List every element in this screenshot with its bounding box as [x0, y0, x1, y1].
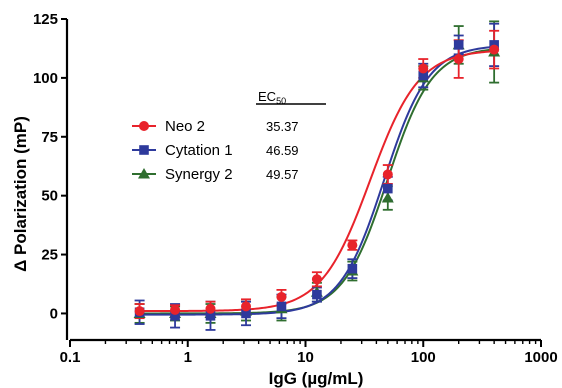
legend-label: Neo 2: [165, 118, 205, 135]
legend-marker: [138, 168, 150, 179]
legend-label: Synergy 2: [165, 166, 233, 183]
x-tick-label: 0.1: [60, 349, 81, 366]
data-point: [205, 303, 216, 314]
x-axis-label: IgG (µg/mL): [269, 369, 364, 388]
ec50-value: 46.59: [266, 143, 299, 158]
data-point: [134, 306, 145, 317]
data-point: [276, 291, 287, 302]
ec50-value: 35.37: [266, 119, 299, 134]
data-point: [312, 289, 322, 300]
data-point: [170, 304, 181, 315]
data-point: [489, 44, 500, 55]
ec50-subscript: 50: [276, 96, 286, 106]
data-point: [347, 240, 358, 251]
ec50-value: 49.57: [266, 167, 299, 182]
data-point: [418, 70, 429, 81]
data-point: [241, 301, 252, 312]
data-point: [453, 54, 464, 65]
data-point: [382, 169, 393, 180]
data-point: [241, 308, 251, 319]
data-point: [418, 63, 429, 74]
y-tick-label: 75: [41, 129, 58, 146]
data-point: [311, 274, 322, 285]
y-tick-label: 25: [41, 247, 58, 264]
x-tick-label: 100: [411, 349, 436, 366]
data-point: [383, 183, 393, 194]
legend-marker: [139, 145, 149, 155]
data-point: [347, 263, 358, 274]
data-point: [170, 311, 180, 321]
data-point: [205, 311, 216, 321]
axes: 0 25 50 75 100 125 0.1 1 10 100 1000: [33, 11, 558, 366]
data-point: [276, 301, 287, 312]
legend-label: Cytation 1: [165, 142, 233, 159]
data-point: [453, 40, 464, 50]
y-tick-label: 50: [41, 188, 58, 205]
x-tick-label: 1: [184, 349, 192, 366]
data-point: [381, 192, 394, 203]
x-tick-label: 10: [297, 349, 314, 366]
y-tick-label: 125: [33, 11, 58, 28]
y-axis-label: Δ Polarization (mP): [11, 116, 30, 272]
x-tick-label: 1000: [524, 349, 557, 366]
y-tick-label: 0: [50, 305, 58, 322]
data-points: [133, 38, 501, 321]
y-tick-label: 100: [33, 70, 58, 87]
legend-marker: [139, 121, 149, 131]
